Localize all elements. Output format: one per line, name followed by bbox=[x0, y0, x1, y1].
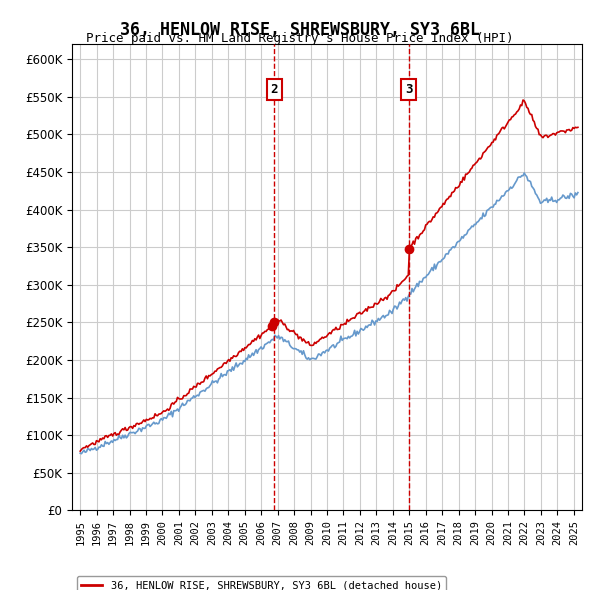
Text: 2: 2 bbox=[271, 83, 278, 96]
Text: Price paid vs. HM Land Registry's House Price Index (HPI): Price paid vs. HM Land Registry's House … bbox=[86, 32, 514, 45]
Legend: 36, HENLOW RISE, SHREWSBURY, SY3 6BL (detached house), HPI: Average price, detac: 36, HENLOW RISE, SHREWSBURY, SY3 6BL (de… bbox=[77, 576, 446, 590]
Text: 36, HENLOW RISE, SHREWSBURY, SY3 6BL: 36, HENLOW RISE, SHREWSBURY, SY3 6BL bbox=[120, 21, 480, 39]
Text: 3: 3 bbox=[405, 83, 412, 96]
